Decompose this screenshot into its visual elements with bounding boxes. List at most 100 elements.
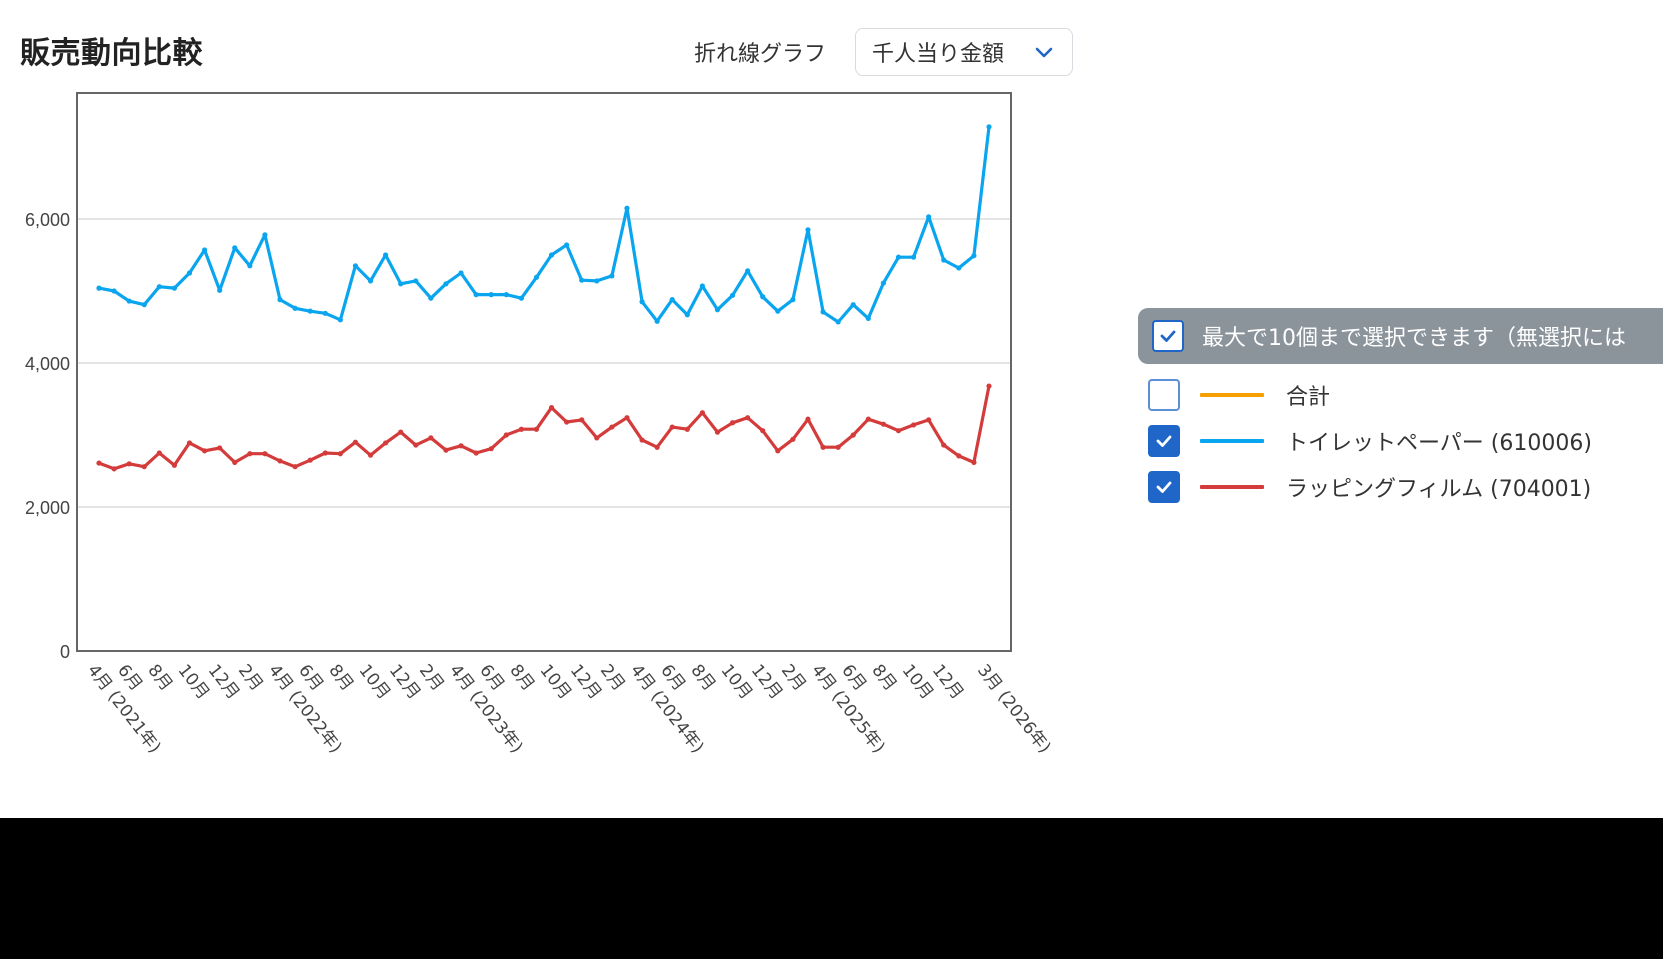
data-point[interactable] (564, 419, 570, 425)
data-point[interactable] (367, 452, 374, 458)
data-point[interactable] (654, 444, 660, 450)
data-point[interactable] (111, 466, 117, 472)
data-point[interactable] (518, 426, 524, 432)
data-point[interactable] (383, 252, 389, 258)
data-point[interactable] (111, 288, 117, 294)
data-point[interactable] (398, 281, 404, 287)
data-point[interactable] (247, 451, 253, 457)
data-point[interactable] (96, 460, 102, 466)
data-point[interactable] (458, 443, 464, 449)
data-point[interactable] (609, 273, 615, 279)
data-point[interactable] (609, 424, 615, 430)
data-point[interactable] (910, 422, 917, 428)
data-point[interactable] (217, 445, 223, 451)
data-point[interactable] (820, 444, 826, 450)
data-point[interactable] (337, 317, 343, 323)
data-point[interactable] (262, 451, 268, 457)
select-all-checkbox[interactable] (1152, 320, 1184, 352)
data-point[interactable] (790, 436, 796, 442)
data-point[interactable] (277, 297, 283, 303)
data-point[interactable] (503, 432, 509, 438)
data-point[interactable] (805, 416, 811, 422)
data-point[interactable] (201, 448, 208, 454)
data-point[interactable] (594, 435, 600, 441)
metric-select[interactable]: 千人当り金額 (855, 28, 1073, 76)
data-point[interactable] (775, 308, 781, 314)
data-point[interactable] (579, 277, 585, 283)
data-point[interactable] (247, 263, 253, 269)
data-point[interactable] (156, 284, 162, 290)
data-point[interactable] (398, 429, 404, 435)
data-point[interactable] (443, 447, 449, 453)
data-point[interactable] (126, 298, 132, 304)
data-point[interactable] (714, 429, 721, 435)
data-point[interactable] (126, 461, 132, 467)
data-point[interactable] (473, 292, 479, 298)
data-point[interactable] (835, 319, 841, 325)
data-point[interactable] (895, 254, 902, 260)
data-point[interactable] (171, 462, 178, 468)
data-point[interactable] (518, 295, 524, 301)
data-point[interactable] (941, 257, 947, 263)
data-point[interactable] (232, 245, 238, 251)
data-point[interactable] (669, 297, 675, 303)
data-point[interactable] (684, 312, 690, 318)
legend-item[interactable]: ラッピングフィルム (704001) (1138, 464, 1663, 510)
data-point[interactable] (428, 295, 434, 301)
data-point[interactable] (352, 263, 359, 269)
data-point[interactable] (956, 265, 962, 271)
data-point[interactable] (880, 421, 887, 427)
data-point[interactable] (714, 307, 721, 313)
data-point[interactable] (986, 383, 992, 389)
data-point[interactable] (745, 268, 751, 274)
data-point[interactable] (654, 318, 660, 324)
data-point[interactable] (760, 428, 766, 434)
legend-item[interactable]: トイレットペーパー (610006) (1138, 418, 1663, 464)
data-point[interactable] (684, 426, 690, 432)
data-point[interactable] (307, 308, 313, 314)
data-point[interactable] (956, 453, 962, 459)
data-point[interactable] (865, 416, 871, 422)
data-point[interactable] (835, 444, 841, 450)
series-checkbox[interactable] (1148, 471, 1180, 503)
data-point[interactable] (488, 446, 494, 452)
data-point[interactable] (337, 451, 343, 457)
data-point[interactable] (141, 464, 147, 470)
data-point[interactable] (729, 292, 736, 298)
data-point[interactable] (971, 253, 977, 259)
data-point[interactable] (775, 448, 781, 454)
data-point[interactable] (639, 299, 645, 305)
data-point[interactable] (594, 278, 600, 284)
data-point[interactable] (729, 420, 736, 426)
data-point[interactable] (322, 450, 328, 456)
data-point[interactable] (624, 415, 630, 421)
data-point[interactable] (895, 428, 902, 434)
series-checkbox[interactable] (1148, 379, 1180, 411)
data-point[interactable] (880, 280, 887, 286)
data-point[interactable] (156, 450, 162, 456)
data-point[interactable] (201, 247, 208, 253)
data-point[interactable] (473, 450, 479, 456)
data-point[interactable] (171, 285, 178, 291)
data-point[interactable] (820, 309, 826, 315)
data-point[interactable] (699, 410, 705, 416)
data-point[interactable] (503, 292, 509, 298)
data-point[interactable] (428, 435, 434, 441)
data-point[interactable] (488, 292, 494, 298)
data-point[interactable] (699, 283, 705, 289)
data-point[interactable] (277, 458, 283, 464)
data-point[interactable] (533, 426, 540, 432)
data-point[interactable] (413, 442, 419, 448)
data-point[interactable] (262, 232, 268, 238)
data-point[interactable] (307, 457, 313, 463)
data-point[interactable] (383, 440, 389, 446)
data-point[interactable] (443, 281, 449, 287)
data-point[interactable] (96, 285, 102, 291)
data-point[interactable] (865, 315, 871, 321)
data-point[interactable] (292, 305, 298, 311)
data-point[interactable] (186, 440, 193, 446)
data-point[interactable] (910, 254, 917, 260)
data-point[interactable] (292, 464, 298, 470)
data-point[interactable] (850, 302, 856, 308)
data-point[interactable] (971, 459, 977, 465)
